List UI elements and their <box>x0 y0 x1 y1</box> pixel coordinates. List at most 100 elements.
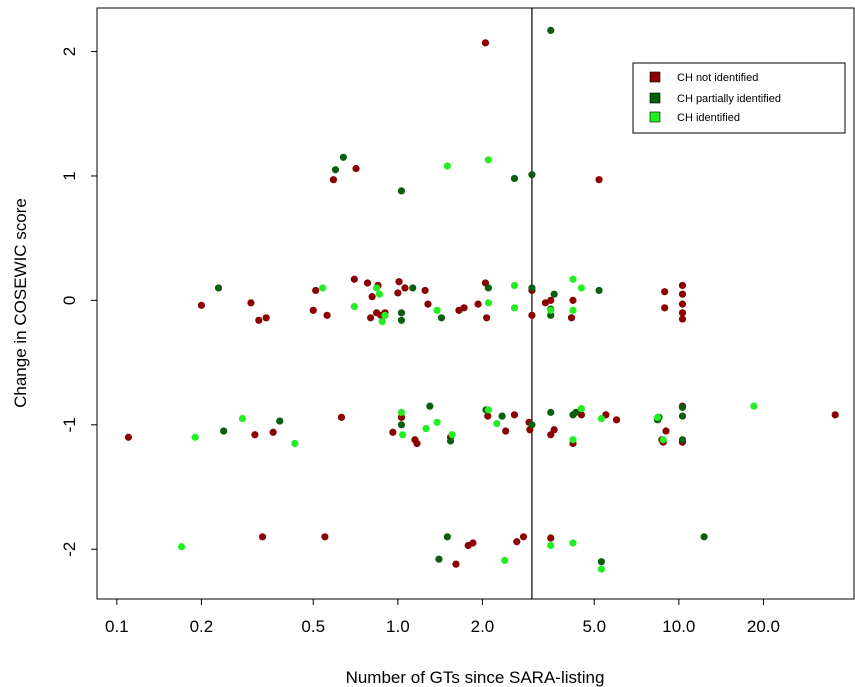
data-point <box>597 558 605 566</box>
x-tick-label: 1.0 <box>386 617 410 636</box>
data-point <box>350 275 358 283</box>
data-point <box>662 427 670 435</box>
data-point <box>375 290 384 298</box>
data-point <box>474 300 482 308</box>
legend-swatch-ch-not-identified <box>649 71 661 83</box>
data-point <box>577 405 586 413</box>
data-point <box>426 402 434 410</box>
data-point <box>394 289 402 297</box>
data-point <box>661 304 669 312</box>
data-point <box>397 421 406 429</box>
y-tick-label: 1 <box>60 171 79 180</box>
data-point <box>247 299 255 307</box>
data-point <box>397 316 406 324</box>
data-point <box>519 533 528 541</box>
data-point <box>452 560 460 568</box>
x-tick-label: 0.5 <box>301 617 325 636</box>
data-point <box>433 306 441 314</box>
legend-label-ch-not-identified: CH not identified <box>677 72 758 84</box>
data-point <box>678 315 687 323</box>
data-point <box>483 314 491 322</box>
y-tick-label: 2 <box>60 47 79 56</box>
x-tick-label: 20.0 <box>747 617 780 636</box>
data-point <box>567 314 576 322</box>
data-point <box>258 533 267 541</box>
data-point <box>597 565 605 573</box>
data-point <box>446 437 455 445</box>
data-point <box>214 284 223 292</box>
data-point <box>577 284 586 292</box>
data-point <box>678 281 687 290</box>
x-tick-label: 10.0 <box>662 617 695 636</box>
data-point <box>597 414 605 423</box>
data-point <box>177 543 186 551</box>
data-point <box>435 555 443 563</box>
data-point <box>339 153 347 161</box>
data-point <box>547 311 555 319</box>
data-point <box>484 406 492 414</box>
data-point <box>547 306 555 314</box>
data-point <box>443 162 451 170</box>
data-point <box>653 413 662 421</box>
data-point <box>262 314 270 322</box>
data-point <box>569 436 577 444</box>
data-point <box>352 164 360 173</box>
data-point <box>276 417 284 425</box>
x-tick-label: 5.0 <box>582 617 606 636</box>
data-point <box>378 317 386 326</box>
data-point <box>460 304 468 312</box>
data-point <box>124 433 133 441</box>
series-2 <box>177 156 758 573</box>
data-point <box>372 284 381 292</box>
data-point <box>750 402 758 410</box>
data-point <box>397 309 406 317</box>
data-point <box>493 419 501 428</box>
data-point <box>437 314 446 322</box>
data-point <box>595 286 603 295</box>
data-point <box>513 538 521 546</box>
data-point <box>421 286 429 295</box>
data-point <box>251 431 259 439</box>
data-point <box>678 412 687 420</box>
data-point <box>528 171 536 179</box>
data-point <box>399 431 407 439</box>
data-point <box>397 413 406 421</box>
data-point <box>363 279 372 287</box>
data-point <box>323 311 331 319</box>
legend-box <box>632 62 846 134</box>
data-point <box>678 290 687 298</box>
data-point <box>498 412 506 420</box>
data-point <box>381 311 389 319</box>
data-point <box>510 281 519 290</box>
data-point <box>443 533 451 541</box>
data-point <box>220 427 228 435</box>
series-1 <box>214 26 708 566</box>
data-point <box>409 284 417 292</box>
data-point <box>831 411 839 419</box>
data-point <box>678 403 687 411</box>
data-point <box>255 316 263 324</box>
data-point <box>528 421 536 429</box>
data-point <box>661 288 669 296</box>
data-point <box>547 26 555 34</box>
legend-swatch-ch-identified <box>649 111 661 123</box>
data-point <box>484 412 492 420</box>
data-point <box>191 433 199 441</box>
data-point <box>395 278 403 286</box>
data-point <box>424 300 432 308</box>
data-point <box>659 436 667 444</box>
data-point <box>547 408 555 416</box>
data-point <box>577 411 586 419</box>
data-point <box>510 411 519 419</box>
data-point <box>528 311 536 319</box>
plot-frame <box>96 7 855 600</box>
data-point <box>197 301 206 309</box>
y-axis-title: Change in COSEWIC score <box>11 198 30 408</box>
legend-swatch-ch-partially-identified <box>649 92 661 104</box>
legend-label-ch-identified: CH identified <box>677 112 740 124</box>
data-point <box>389 428 397 436</box>
data-point <box>331 166 340 174</box>
data-point <box>413 439 421 448</box>
data-point <box>401 284 409 292</box>
